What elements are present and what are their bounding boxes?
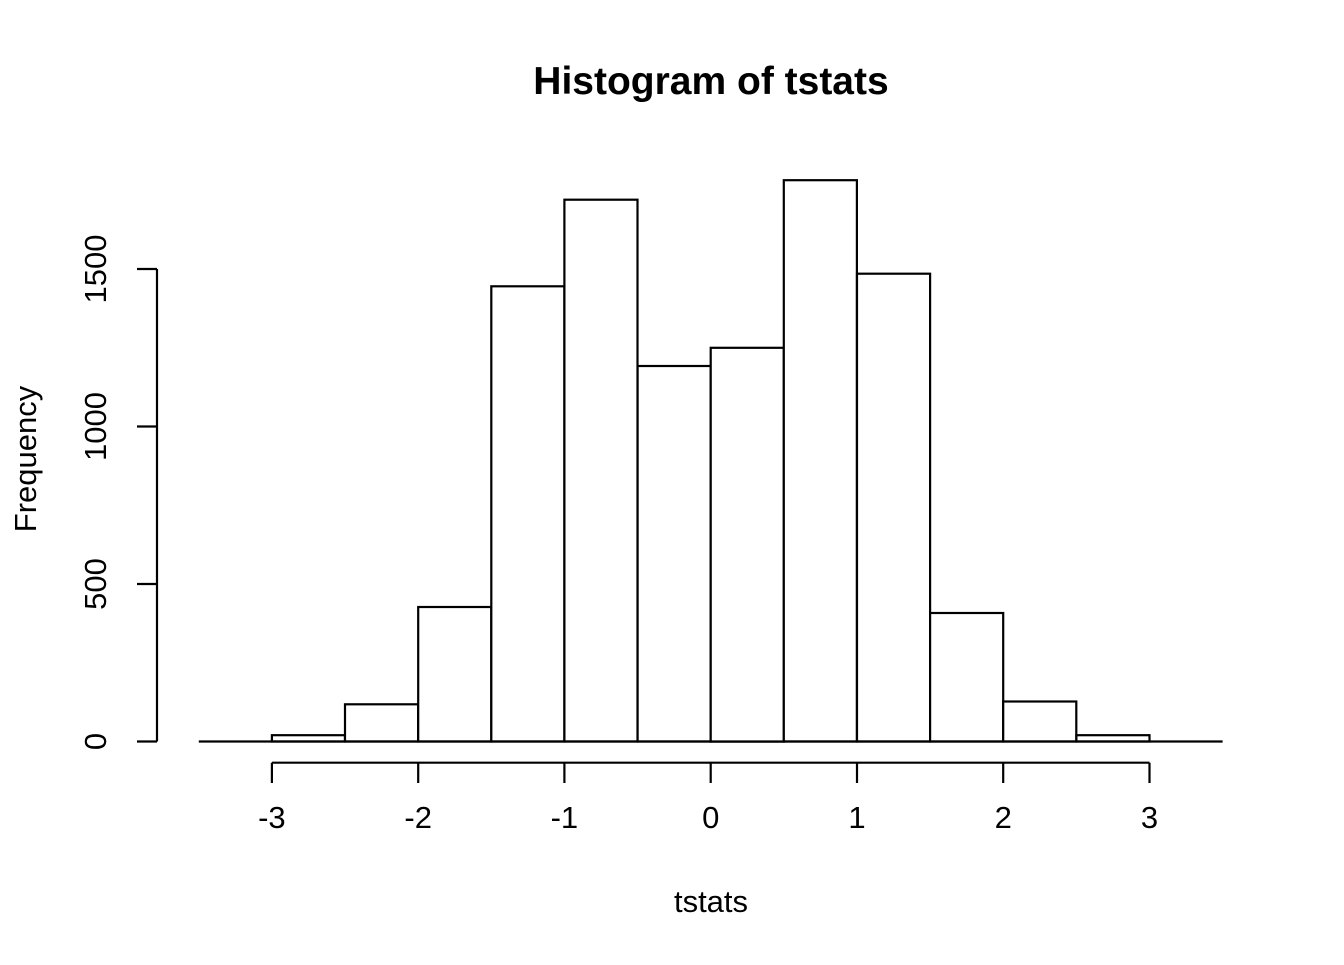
y-tick-label: 1500 [78, 235, 113, 304]
histogram-bar [782, 179, 858, 743]
histogram-bar [709, 346, 785, 743]
x-tick-label: 0 [702, 800, 719, 835]
x-tick-label: -1 [551, 800, 579, 835]
histogram-bar [343, 703, 420, 743]
histogram-bar [563, 198, 639, 743]
x-tick-label: 2 [995, 800, 1012, 835]
histogram-bar [928, 611, 1005, 743]
x-axis-label: tstats [674, 884, 748, 919]
histogram-bar [1002, 700, 1078, 743]
y-tick-label: 1000 [78, 392, 113, 461]
x-tick-label: -2 [404, 800, 432, 835]
y-axis-label: Frequency [8, 385, 43, 532]
histogram-bar [636, 364, 712, 743]
x-axis: -3 -2 -1 0 1 2 3 [258, 761, 1158, 835]
x-tick-label: 3 [1141, 800, 1158, 835]
histogram-bars-layer [270, 179, 1151, 743]
histogram-bar [490, 285, 566, 743]
chart-title: Histogram of tstats [533, 60, 888, 103]
y-axis: 0 500 1000 1500 [78, 235, 159, 750]
histogram-bar [417, 605, 493, 743]
y-tick-label: 0 [78, 733, 113, 750]
x-tick-label: 1 [848, 800, 865, 835]
x-tick-label: -3 [258, 800, 286, 835]
histogram-bar [855, 272, 932, 743]
y-tick-label: 500 [78, 558, 113, 610]
